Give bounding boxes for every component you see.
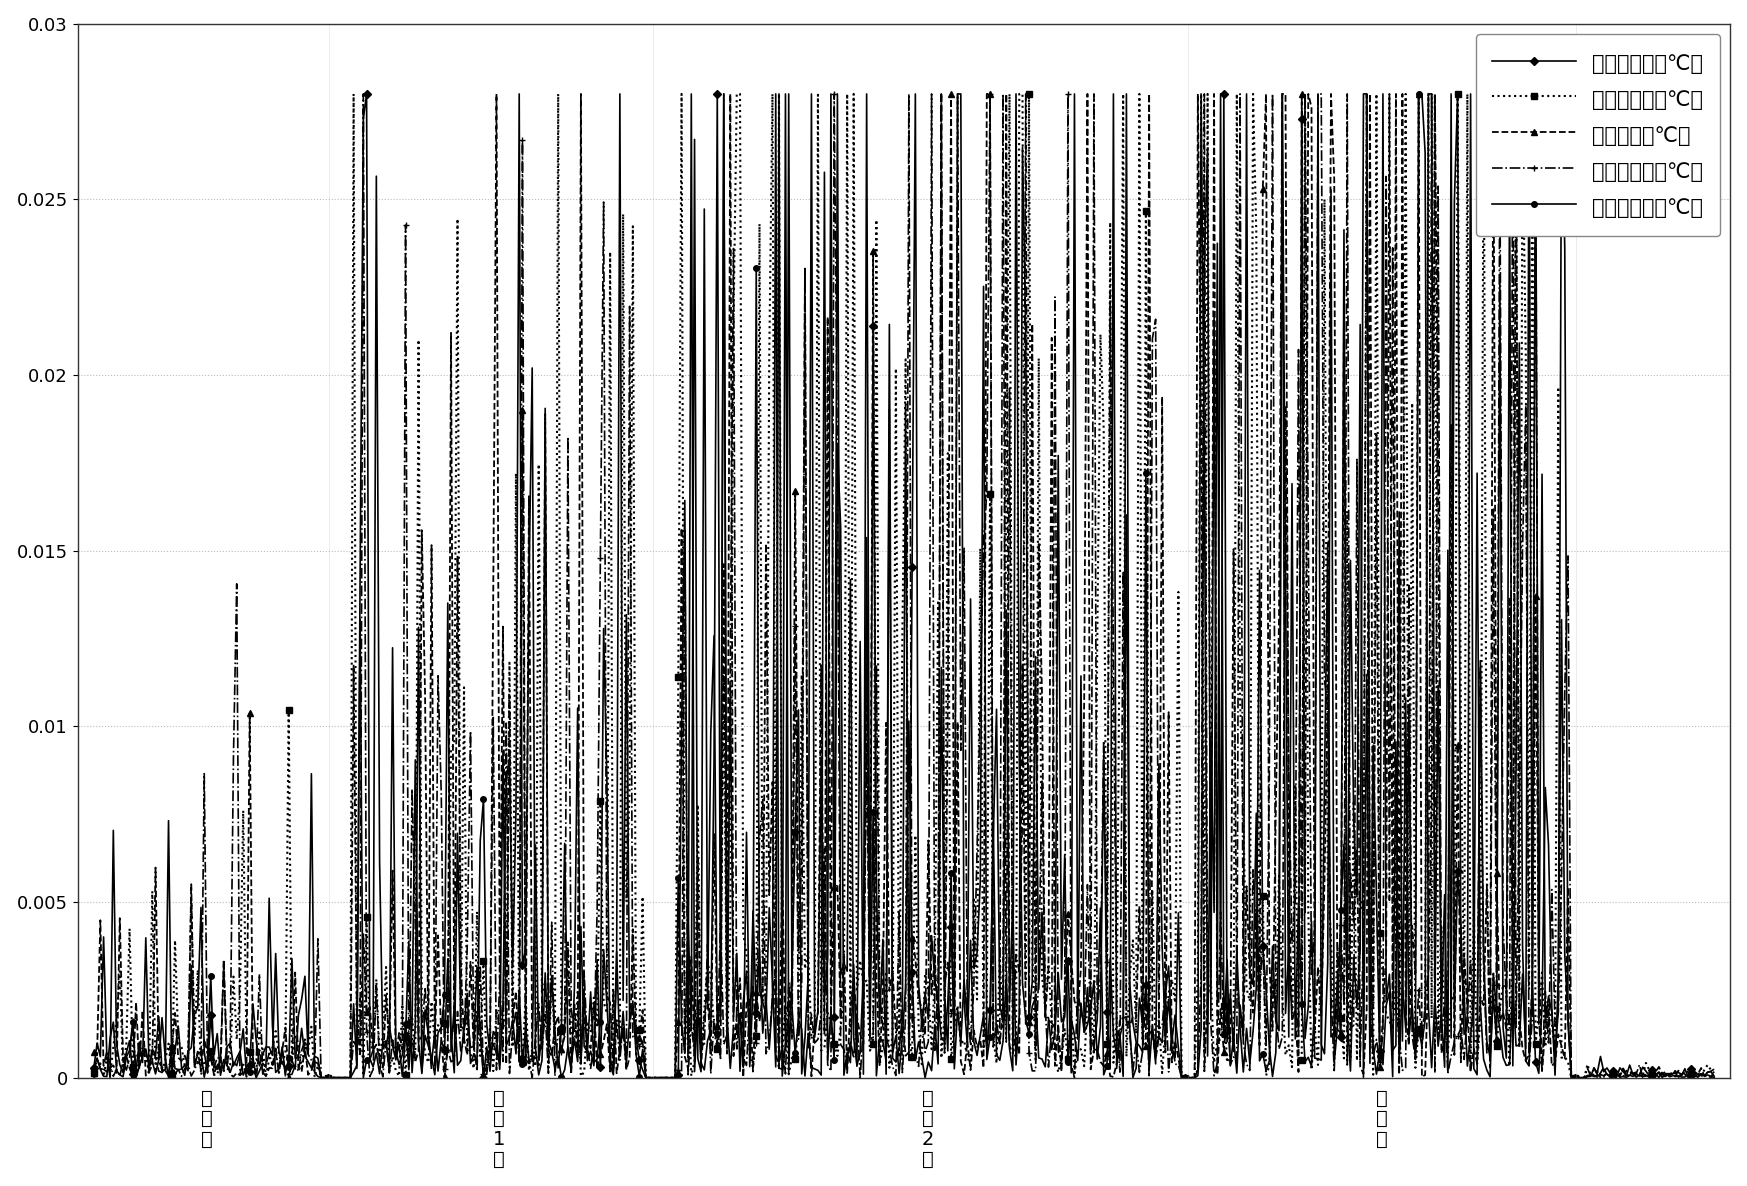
上表面板温（℃） bbox=[966, 1048, 987, 1063]
Line: 下中部板温（℃）: 下中部板温（℃） bbox=[91, 91, 1717, 1080]
Line: 中心板温（℃）: 中心板温（℃） bbox=[91, 91, 1717, 1080]
上中部板温（℃） bbox=[311, 1071, 332, 1085]
中心板温（℃） bbox=[966, 1040, 987, 1054]
中心板温（℃） bbox=[870, 1058, 891, 1072]
中心板温（℃） bbox=[1053, 984, 1074, 999]
下中部板温（℃） bbox=[1419, 962, 1440, 976]
下表面板温（℃） bbox=[1672, 1070, 1693, 1084]
Line: 下表面板温（℃）: 下表面板温（℃） bbox=[91, 91, 1717, 1080]
中心板温（℃） bbox=[1703, 1064, 1724, 1078]
下中部板温（℃） bbox=[1703, 1061, 1724, 1076]
上表面板温（℃） bbox=[870, 1014, 891, 1028]
下表面板温（℃） bbox=[860, 1033, 880, 1047]
上中部板温（℃） bbox=[1419, 87, 1440, 101]
上表面板温（℃） bbox=[356, 87, 377, 101]
中心板温（℃） bbox=[486, 87, 507, 101]
下中部板温（℃） bbox=[1053, 986, 1074, 1000]
上中部板温（℃） bbox=[1672, 1070, 1693, 1084]
上中部板温（℃） bbox=[966, 993, 987, 1007]
下表面板温（℃） bbox=[870, 1031, 891, 1045]
上中部板温（℃） bbox=[860, 1044, 880, 1058]
下表面板温（℃） bbox=[84, 1061, 105, 1076]
上中部板温（℃） bbox=[84, 1066, 105, 1080]
下中部板温（℃） bbox=[353, 87, 374, 101]
下中部板温（℃） bbox=[1672, 1067, 1693, 1082]
下表面板温（℃） bbox=[311, 1071, 332, 1085]
下表面板温（℃） bbox=[1703, 1071, 1724, 1085]
上表面板温（℃） bbox=[860, 1031, 880, 1045]
上中部板温（℃） bbox=[1053, 1022, 1074, 1037]
中心板温（℃） bbox=[311, 1071, 332, 1085]
下表面板温（℃） bbox=[1053, 848, 1074, 862]
中心板温（℃） bbox=[1672, 1067, 1693, 1082]
上表面板温（℃） bbox=[1672, 1069, 1693, 1083]
中心板温（℃） bbox=[84, 1045, 105, 1059]
下中部板温（℃） bbox=[311, 1071, 332, 1085]
下中部板温（℃） bbox=[966, 843, 987, 857]
上表面板温（℃） bbox=[311, 1071, 332, 1085]
上表面板温（℃） bbox=[1703, 1069, 1724, 1083]
上中部板温（℃） bbox=[342, 87, 363, 101]
Legend: 上表面板温（℃）, 上中部板温（℃）, 中心板温（℃）, 下中部板温（℃）, 下表面板温（℃）: 上表面板温（℃）, 上中部板温（℃）, 中心板温（℃）, 下中部板温（℃）, 下… bbox=[1476, 34, 1719, 236]
下中部板温（℃） bbox=[860, 1024, 880, 1038]
上中部板温（℃） bbox=[1703, 1066, 1724, 1080]
中心板温（℃） bbox=[1419, 963, 1440, 977]
上表面板温（℃） bbox=[1053, 1009, 1074, 1024]
下中部板温（℃） bbox=[84, 1071, 105, 1085]
下表面板温（℃） bbox=[713, 87, 734, 101]
Line: 上中部板温（℃）: 上中部板温（℃） bbox=[91, 91, 1717, 1080]
上表面板温（℃） bbox=[1419, 87, 1440, 101]
下表面板温（℃） bbox=[966, 946, 987, 961]
上表面板温（℃） bbox=[84, 1060, 105, 1075]
上中部板温（℃） bbox=[870, 1058, 891, 1072]
中心板温（℃） bbox=[860, 993, 880, 1007]
下中部板温（℃） bbox=[870, 987, 891, 1001]
下表面板温（℃） bbox=[1419, 1000, 1440, 1014]
Line: 上表面板温（℃）: 上表面板温（℃） bbox=[91, 91, 1717, 1080]
